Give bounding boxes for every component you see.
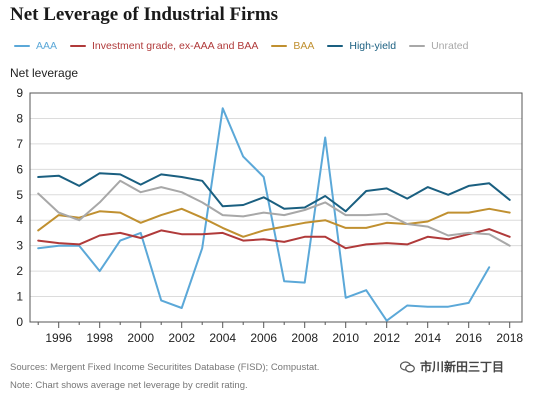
x-tick-label: 2012 [373, 331, 400, 345]
x-tick-label: 2016 [455, 331, 482, 345]
x-tick-label: 2004 [209, 331, 236, 345]
x-tick-label: 2000 [127, 331, 154, 345]
y-tick-label: 4 [16, 213, 23, 227]
legend-item-aaa: AAA [14, 40, 57, 52]
legend-swatch-aaa [14, 44, 30, 48]
x-tick-label: 2014 [414, 331, 441, 345]
y-tick-label: 0 [16, 315, 23, 329]
series-line-baa [37, 207, 511, 238]
chart-legend: AAA Investment grade, ex-AAA and BAA BAA… [14, 38, 481, 54]
x-tick-label: 2018 [496, 331, 523, 345]
x-tick-label: 2006 [250, 331, 277, 345]
legend-label-high-yield: High-yield [349, 40, 397, 52]
y-tick-label: 1 [16, 290, 23, 304]
y-tick-label: 5 [16, 188, 23, 202]
legend-item-unrated: Unrated [409, 40, 468, 52]
x-tick-label: 1996 [45, 331, 72, 345]
x-tick-label: 1998 [86, 331, 113, 345]
chat-bubbles-icon [400, 360, 415, 373]
footnote: Note: Chart shows average net leverage b… [10, 380, 248, 391]
legend-swatch-investment-grade [70, 44, 87, 48]
legend-label-aaa: AAA [36, 40, 58, 52]
series-line-aaa [37, 107, 491, 322]
legend-swatch-unrated [409, 44, 426, 48]
y-tick-label: 3 [16, 239, 23, 253]
plot-frame [29, 92, 523, 323]
x-tick-label: 2002 [168, 331, 195, 345]
watermark: 市川新田三丁目 [400, 358, 504, 375]
legend-swatch-baa [271, 44, 288, 48]
y-axis-label: Net leverage [10, 66, 79, 80]
legend-swatch-high-yield [327, 44, 344, 48]
chart-title: Net Leverage of Industrial Firms [10, 4, 279, 25]
legend-item-high-yield: High-yield [327, 40, 396, 52]
legend-label-baa: BAA [293, 40, 315, 52]
legend-item-baa: BAA [271, 40, 314, 52]
y-tick-label: 9 [16, 86, 23, 100]
x-tick-label: 2008 [291, 331, 318, 345]
series-line-investment-grade-ex-aaa-and-baa [37, 228, 511, 250]
y-tick-label: 6 [16, 162, 23, 176]
source-note: Sources: Mergent Fixed Income Securitite… [10, 362, 320, 373]
legend-item-investment-grade: Investment grade, ex-AAA and BAA [70, 40, 258, 52]
watermark-text: 市川新田三丁目 [420, 360, 505, 374]
y-tick-label: 8 [16, 111, 23, 125]
y-tick-label: 7 [16, 137, 23, 151]
y-tick-label: 2 [16, 264, 23, 278]
legend-label-unrated: Unrated [431, 40, 469, 52]
x-tick-label: 2010 [332, 331, 359, 345]
series-line-high-yield [37, 172, 511, 213]
series-line-unrated [37, 179, 511, 247]
legend-label-investment-grade: Investment grade, ex-AAA and BAA [92, 40, 259, 52]
